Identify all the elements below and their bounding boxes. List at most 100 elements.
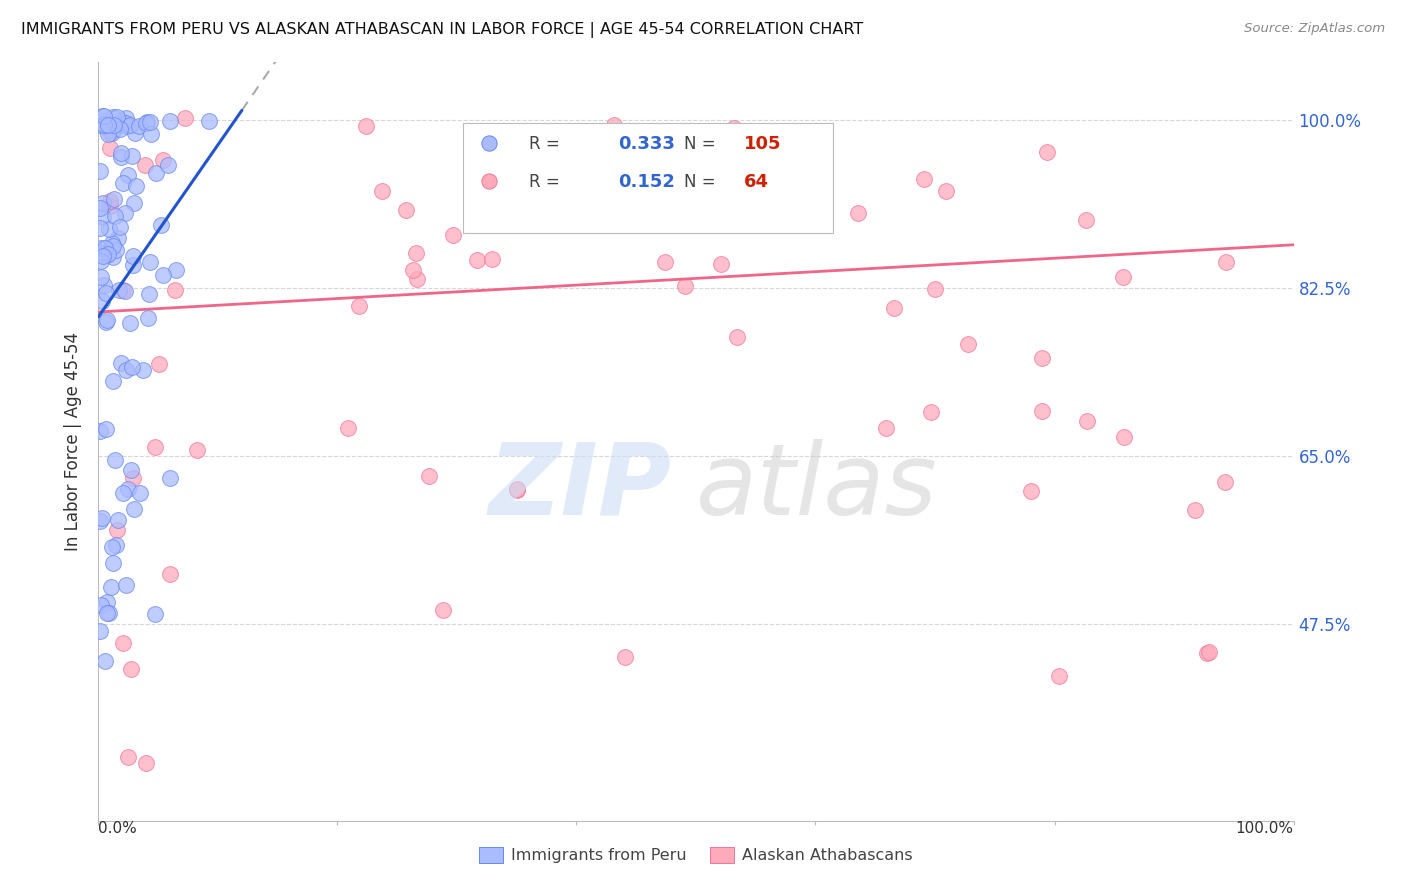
Point (406, 272, 429, 286)
Point (97, 118, 120, 132)
Point (105, 243, 128, 257)
Point (149, 218, 172, 232)
Point (152, 153, 174, 167)
Point (93, 241, 115, 255)
Point (101, 126, 124, 140)
Point (89, 201, 111, 215)
Point (103, 118, 125, 132)
Point (465, 253, 488, 268)
Text: R =: R = (529, 136, 560, 153)
Point (163, 284, 186, 298)
Point (846, 205, 869, 219)
Point (135, 116, 157, 130)
Point (91, 114, 114, 128)
Point (506, 482, 529, 496)
Point (673, 278, 696, 293)
Point (405, 246, 427, 260)
Point (98, 199, 122, 213)
Point (101, 374, 124, 388)
Text: ZIP: ZIP (489, 439, 672, 535)
Point (159, 566, 181, 581)
Point (110, 114, 132, 128)
Point (186, 443, 208, 458)
Point (97, 222, 120, 236)
Point (957, 336, 980, 351)
Point (101, 122, 124, 136)
Point (90, 511, 112, 525)
Point (117, 483, 139, 497)
Point (115, 578, 138, 592)
Point (110, 118, 132, 132)
Point (122, 259, 145, 273)
Point (1112, 270, 1135, 285)
Text: N =: N = (685, 173, 716, 191)
Point (97, 606, 120, 620)
Point (402, 263, 425, 277)
Point (165, 263, 187, 277)
Point (120, 662, 142, 676)
Point (725, 330, 748, 344)
Point (107, 283, 129, 297)
Point (157, 158, 180, 172)
Point (1047, 669, 1070, 683)
Point (1031, 351, 1053, 365)
Point (105, 538, 128, 552)
Point (135, 115, 157, 129)
Point (678, 212, 700, 227)
Point (112, 486, 135, 500)
Point (614, 650, 637, 665)
Point (94, 654, 117, 668)
Point (710, 256, 733, 270)
Point (723, 121, 745, 136)
Point (111, 283, 134, 297)
Point (159, 471, 181, 485)
Point (148, 358, 170, 372)
Point (114, 206, 136, 220)
Point (418, 468, 440, 483)
Point (90, 241, 112, 255)
Point (143, 607, 166, 621)
Text: 100.0%: 100.0% (1236, 821, 1294, 836)
Point (105, 523, 128, 537)
Text: 0.0%: 0.0% (98, 821, 138, 836)
Point (98, 194, 122, 209)
Point (110, 356, 132, 370)
Text: atlas: atlas (696, 439, 938, 535)
Point (93, 109, 115, 123)
Point (1112, 429, 1135, 443)
FancyBboxPatch shape (463, 123, 834, 233)
Point (145, 165, 167, 179)
Point (159, 113, 181, 128)
Point (1031, 403, 1053, 417)
Point (354, 120, 377, 134)
Point (135, 756, 157, 770)
Point (90, 598, 112, 612)
Point (96, 285, 118, 300)
Point (143, 441, 166, 455)
Point (1215, 254, 1237, 268)
Point (91, 246, 114, 260)
Point (174, 111, 197, 125)
Point (122, 502, 145, 516)
Point (90, 294, 112, 309)
Point (337, 421, 360, 435)
Point (1036, 145, 1059, 159)
Text: Source: ZipAtlas.com: Source: ZipAtlas.com (1244, 22, 1385, 36)
Point (96, 595, 118, 609)
Point (89, 221, 111, 235)
Point (883, 301, 905, 315)
Point (89, 624, 111, 639)
Point (96, 313, 118, 327)
Point (654, 255, 676, 269)
Point (100, 236, 122, 251)
Point (1184, 503, 1206, 517)
Point (89, 514, 111, 528)
Text: 105: 105 (744, 136, 782, 153)
Point (104, 452, 127, 467)
Point (91, 210, 114, 224)
Point (118, 118, 141, 132)
Point (98, 141, 122, 155)
Point (105, 110, 128, 124)
Point (122, 196, 145, 211)
Point (117, 168, 139, 182)
